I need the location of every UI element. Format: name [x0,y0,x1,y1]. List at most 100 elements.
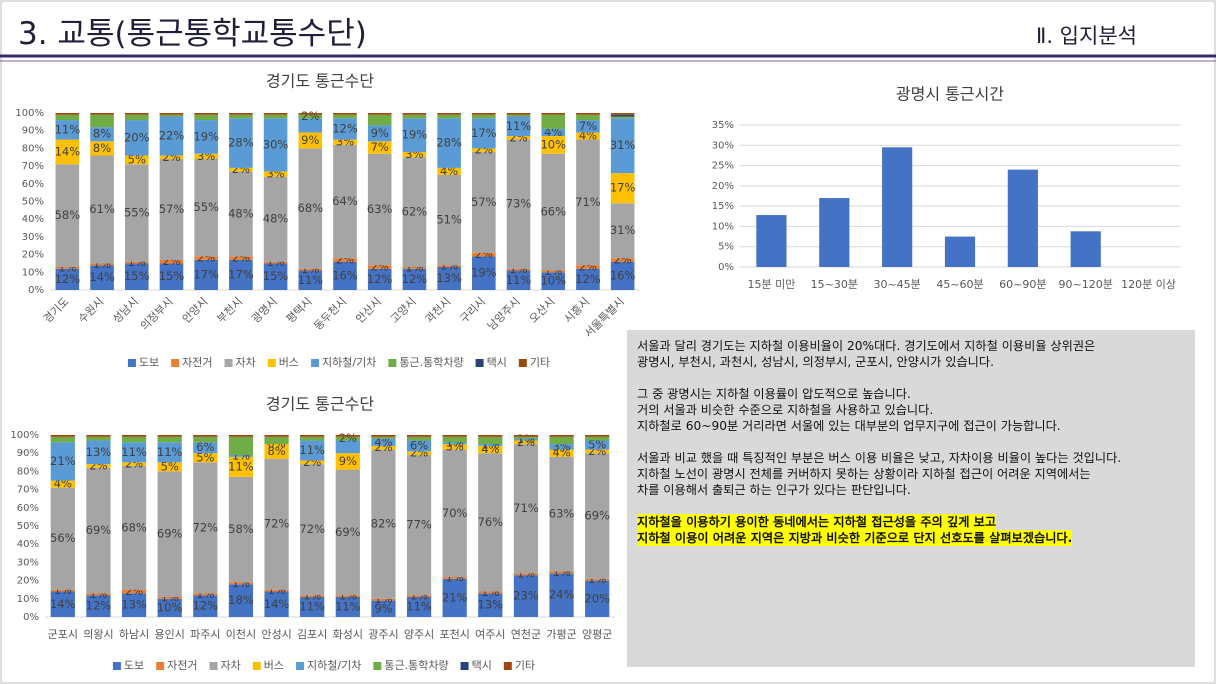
legend-label: 기타 [515,659,535,672]
bar-segment [367,114,392,126]
bar-segment [367,113,392,115]
data-label: 63% [367,202,393,216]
highlight-line: 지하철 이용이 어려운 지역은 지방과 비슷한 기준으로 단지 선호도를 살펴보… [637,530,1073,546]
bar-segment [437,114,461,119]
bar-segment [55,114,80,121]
legend-swatch [156,662,165,670]
data-label: 2% [301,109,319,123]
bar-segment [576,265,600,269]
legend-swatch [518,359,527,367]
x-tick-label: 안양시 [180,295,211,326]
bar-segment [90,127,114,142]
data-label: 5% [588,438,606,452]
y-tick-label: 70% [17,485,39,496]
data-label: 15% [159,269,185,283]
bar-segment [121,435,147,437]
bar-segment [228,582,254,585]
y-tick-label: 50% [22,197,44,208]
note-line: 거의 서울과 비슷한 수준으로 지하철을 사용하고 있습니다. [637,403,934,417]
bar-segment [478,445,503,454]
data-label: 69% [335,525,361,539]
data-label: 1% [517,432,535,446]
bar-segment [86,593,111,596]
x-tick-label: 안성시 [261,628,291,641]
bar-segment [121,589,147,594]
bar-segment [402,157,427,267]
bar-segment [442,435,467,437]
data-label: 11% [506,119,532,133]
data-label: 11% [55,122,81,136]
x-tick-label: 양평군 [582,628,612,641]
bar-segment [157,471,182,597]
data-label: 7% [579,119,597,133]
bar-segment [229,114,253,119]
x-tick-label: 평택시 [284,295,315,326]
bar-segment [264,435,289,437]
bar-segment [478,436,503,445]
bar-segment [585,580,610,617]
bar-segment [367,125,392,142]
bar-segment [193,442,218,454]
x-tick-label: 15분 미만 [747,278,795,291]
data-label: 10% [157,600,183,614]
bar-segment [437,174,461,266]
bar-segment [194,256,218,260]
legend-swatch [252,662,261,670]
x-tick-label: 45~60분 [936,278,983,291]
bar-segment [86,467,111,594]
x-tick-label: 성남시 [110,295,141,326]
y-tick-label: 30% [17,557,39,568]
bar-segment [478,453,503,592]
data-label: 19% [471,266,497,280]
bar-segment [478,591,503,594]
data-label: 15% [124,269,150,283]
data-label: 72% [264,517,290,531]
data-label: 72% [299,522,325,536]
chart-title: 경기도 통근수단 [266,395,374,414]
highlight-line: 지하철을 이용하기 용이한 동네에서는 지하철 접근성을 주의 깊게 보고 [637,514,997,530]
data-label: 10% [540,274,566,288]
bar-segment [55,139,80,165]
y-tick-label: 5% [718,242,734,253]
bar-segment [506,268,531,271]
bar-segment [442,436,467,443]
bar-segment [549,436,574,445]
data-label: 5% [196,450,214,464]
bar-segment [472,118,496,149]
y-tick-label: 40% [22,214,44,225]
data-label: 11% [298,273,324,287]
bar-segment [121,465,147,590]
legend-swatch [475,359,484,367]
data-label: 17% [610,181,636,195]
data-label: 5% [161,459,179,473]
bar-segment [86,440,111,465]
bar-segment [472,148,496,152]
bar-segment [90,265,114,290]
bar-segment [610,113,635,115]
legend-swatch [112,662,121,670]
note-line: 그 중 광명시는 지하철 이용률이 압도적으로 높습니다. [637,387,911,401]
bar-segment [229,118,253,168]
bar-segment [228,435,254,437]
bar-segment [406,451,432,456]
y-tick-label: 20% [22,250,44,261]
data-label: 12% [193,599,219,613]
data-label: 70% [442,506,468,520]
data-label: 56% [50,531,76,545]
x-tick-label: 부천시 [214,294,245,325]
data-label: 15% [263,269,289,283]
bar-segment [263,113,288,115]
bar-segment [549,456,574,572]
bar-segment [541,272,566,290]
bar-segment [50,487,75,590]
bar-segment [541,270,566,273]
bar-segment [478,435,503,437]
bar-segment [298,132,323,149]
data-label: 48% [263,212,289,226]
note-highlight: 지하철을 이용하기 용이한 동네에서는 지하철 접근성을 주의 깊게 보고 지하철… [637,514,1185,546]
data-label: 8% [267,444,285,458]
bar-segment [371,598,396,601]
bar-segment [263,261,288,264]
legend-label: 버스 [264,659,284,672]
